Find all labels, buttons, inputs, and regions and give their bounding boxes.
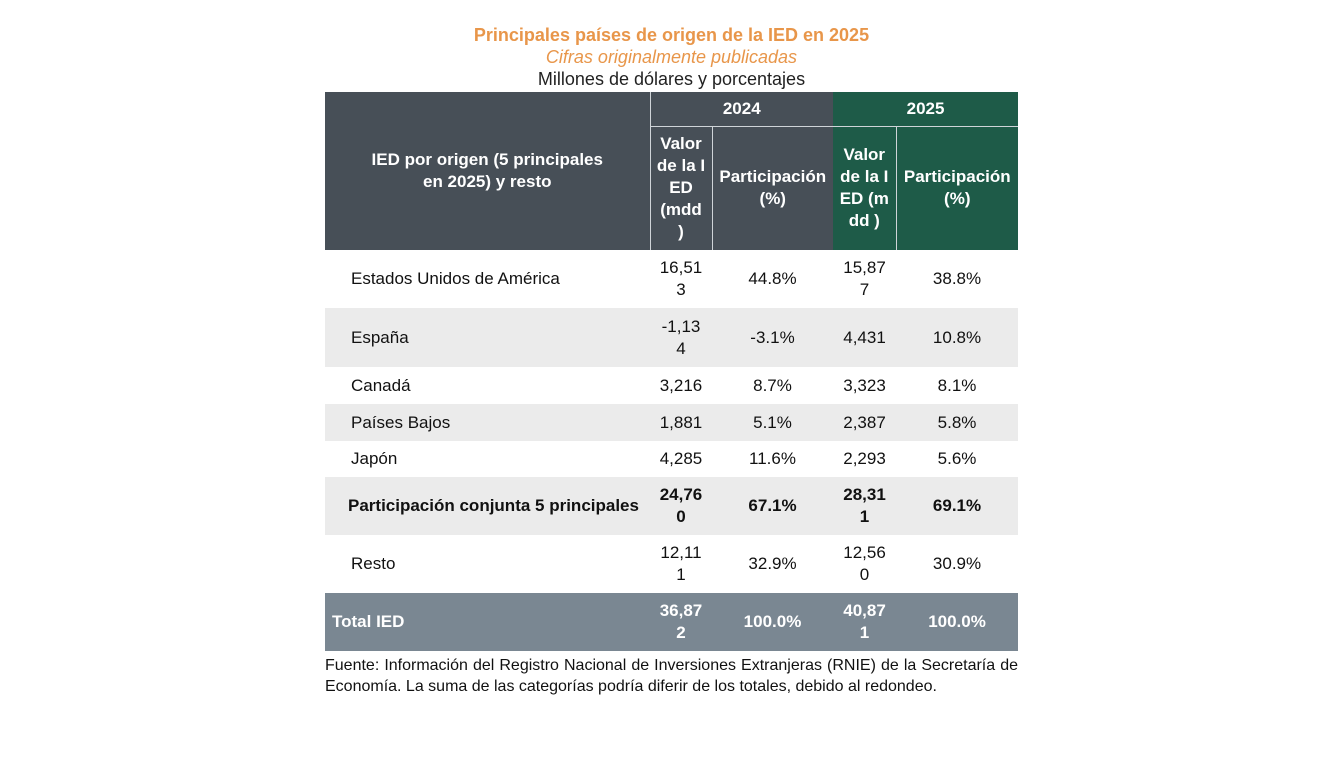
value-2025: 12,560 [843, 543, 886, 584]
row-label: Canadá [351, 375, 411, 395]
share-2025: 5.8% [896, 404, 1019, 441]
table-row: Resto 12,111 32.9% 12,560 30.9% [325, 535, 1018, 593]
share-2025: 100.0% [896, 593, 1019, 651]
value-2024: -1,134 [650, 308, 712, 367]
total-row: Total IED 36,872 100.0% 40,871 100.0% [325, 593, 1019, 651]
value-2025: 2,293 [843, 449, 886, 468]
value-2024: 1,881 [650, 404, 712, 441]
value-2024: 3,216 [659, 375, 703, 395]
row-label: Total IED [325, 593, 650, 651]
row-label: Estados Unidos de América [351, 269, 560, 288]
table-row: España -1,134 -3.1% 4,431 10.8% [325, 308, 1019, 367]
row-label: Resto [351, 554, 396, 573]
value-2024: 16,513 [659, 258, 703, 299]
value-2025: 28,311 [833, 477, 897, 535]
value-2024: 24,760 [650, 477, 712, 535]
value-2024: 4,285 [659, 449, 703, 468]
value-2025: 3,323 [843, 375, 886, 395]
share-2024: 67.1% [712, 477, 834, 535]
share-2024: 5.1% [712, 404, 834, 441]
subtotal-row: Participación conjunta 5 principales 24,… [325, 477, 1019, 535]
header-year-2024: 2024 [649, 92, 834, 126]
value-2025: 40,871 [833, 593, 897, 651]
share-2024: -3.1% [712, 308, 834, 367]
share-2024: 8.7% [753, 375, 792, 395]
row-label: España [325, 308, 650, 367]
value-2025: 2,387 [833, 404, 897, 441]
header-row-label: IED por origen (5 principales en 2025) y… [325, 92, 650, 250]
share-2024: 100.0% [712, 593, 834, 651]
share-2024: 32.9% [748, 554, 797, 573]
share-2024: 11.6% [749, 449, 796, 468]
fdi-origin-table: IED por origen (5 principales en 2025) y… [325, 92, 1019, 651]
header-year-2025: 2025 [833, 92, 1019, 126]
table-title: Principales países de origen de la IED e… [473, 25, 870, 45]
row-label: Países Bajos [325, 404, 650, 441]
source-footnote: Fuente: Información del Registro Naciona… [325, 657, 1018, 695]
share-2025: 30.9% [932, 554, 982, 573]
value-2024: 12,111 [660, 543, 702, 584]
table-subtitle: Cifras originalmente publicadas [545, 47, 798, 67]
header-share-2024: Participación (%) [711, 125, 834, 250]
value-2024: 36,872 [650, 593, 712, 651]
table-titles: Principales países de origen de la IED e… [325, 24, 1018, 90]
row-label: Japón [351, 449, 398, 468]
share-2025: 8.1% [937, 375, 977, 395]
table-row: Países Bajos 1,881 5.1% 2,387 5.8% [325, 404, 1019, 441]
value-2025: 15,877 [843, 258, 886, 299]
value-2025: 4,431 [833, 308, 897, 367]
header-value-2024: Valor de la IED (mdd ) [649, 125, 712, 250]
table-row: Estados Unidos de América 16,513 44.8% 1… [325, 250, 1018, 308]
table-row: Japón 4,285 11.6% 2,293 5.6% [325, 441, 1018, 477]
share-2025: 38.8% [932, 269, 982, 288]
header-share-2025: Participación (%) [895, 125, 1019, 250]
header-value-2025: Valor de la IED (mdd ) [833, 125, 897, 250]
table-row: Canadá 3,216 8.7% 3,323 8.1% [325, 367, 1018, 404]
share-2025: 69.1% [896, 477, 1019, 535]
share-2025: 10.8% [896, 308, 1019, 367]
share-2024: 44.8% [748, 269, 797, 288]
share-2025: 5.6% [937, 449, 977, 468]
row-label: Participación conjunta 5 principales [325, 477, 650, 535]
table-units: Millones de dólares y porcentajes [537, 69, 806, 89]
